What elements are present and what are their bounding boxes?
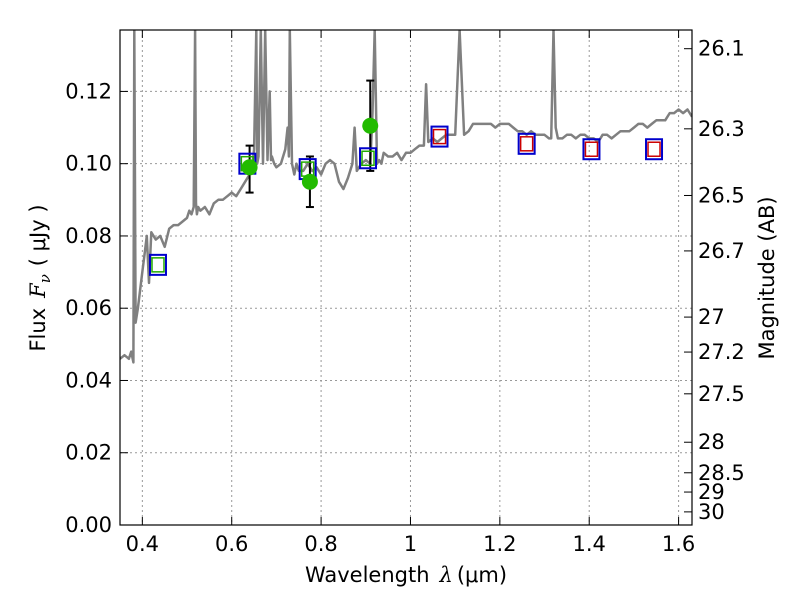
y-tick-label: 0.10 <box>65 152 112 176</box>
grid-lines <box>120 30 692 525</box>
model-square <box>430 125 449 148</box>
observed-point <box>301 173 318 190</box>
model-square-inner <box>584 141 599 157</box>
observed-point <box>362 117 379 134</box>
right-tick-label: 29 <box>698 480 725 504</box>
x-tick-label: 0.4 <box>126 532 159 556</box>
model-square <box>645 138 664 161</box>
y-tick-label: 0.02 <box>65 441 112 465</box>
y-tick-labels: 0.00 0.02 0.04 0.06 0.08 0.10 0.12 <box>65 79 112 537</box>
observed-point-layer <box>241 117 379 190</box>
model-square-inner <box>519 136 534 152</box>
x-tick-label: 0.8 <box>304 532 337 556</box>
plot-frame <box>119 29 693 526</box>
model-square-inner <box>647 141 661 157</box>
axis-ticks <box>120 30 692 526</box>
x-tick-label: 1.6 <box>662 532 695 556</box>
right-tick-label: 27.2 <box>698 340 745 364</box>
x-axis-title: Wavelength λ (μm) <box>305 563 507 587</box>
model-square <box>148 253 167 276</box>
y-axis-title: FluxFν( μJy ) <box>26 204 54 351</box>
y-tick-label: 0.08 <box>65 224 112 248</box>
y-tick-label: 0.06 <box>65 296 112 320</box>
right-tick-label: 26.7 <box>698 239 745 263</box>
right-tick-label: 26.3 <box>698 117 745 141</box>
y-tick-label: 0.04 <box>65 368 112 392</box>
x-tick-label: 1 <box>404 532 417 556</box>
y-tick-label: 0.12 <box>65 79 112 103</box>
model-square-inner <box>151 257 165 273</box>
right-tick-label: 30 <box>698 500 725 524</box>
y-tick-label: 0.00 <box>65 513 112 537</box>
x-tick-label: 0.6 <box>215 532 248 556</box>
x-tick-label: 1.2 <box>483 532 516 556</box>
model-square <box>517 132 536 155</box>
model-square <box>359 147 378 170</box>
right-axis-title: Magnitude (AB) <box>755 196 779 359</box>
right-tick-label: 28 <box>698 430 725 454</box>
x-tick-label: 1.4 <box>573 532 606 556</box>
right-tick-label: 26.1 <box>698 37 745 61</box>
spectrum-layer <box>120 30 692 364</box>
model-square-layer <box>148 125 664 276</box>
model-square <box>582 138 601 161</box>
spectrum-line <box>120 30 692 364</box>
right-tick-label: 27 <box>698 305 725 329</box>
right-tick-label: 26.5 <box>698 183 745 207</box>
right-tick-label: 28.5 <box>698 461 745 485</box>
model-square-inner <box>432 128 447 145</box>
right-tick-label: 27.5 <box>698 382 745 406</box>
x-tick-labels: 0.4 0.6 0.8 1 1.2 1.4 1.6 <box>126 532 696 556</box>
observed-point <box>241 159 258 176</box>
model-square-inner <box>361 150 375 167</box>
